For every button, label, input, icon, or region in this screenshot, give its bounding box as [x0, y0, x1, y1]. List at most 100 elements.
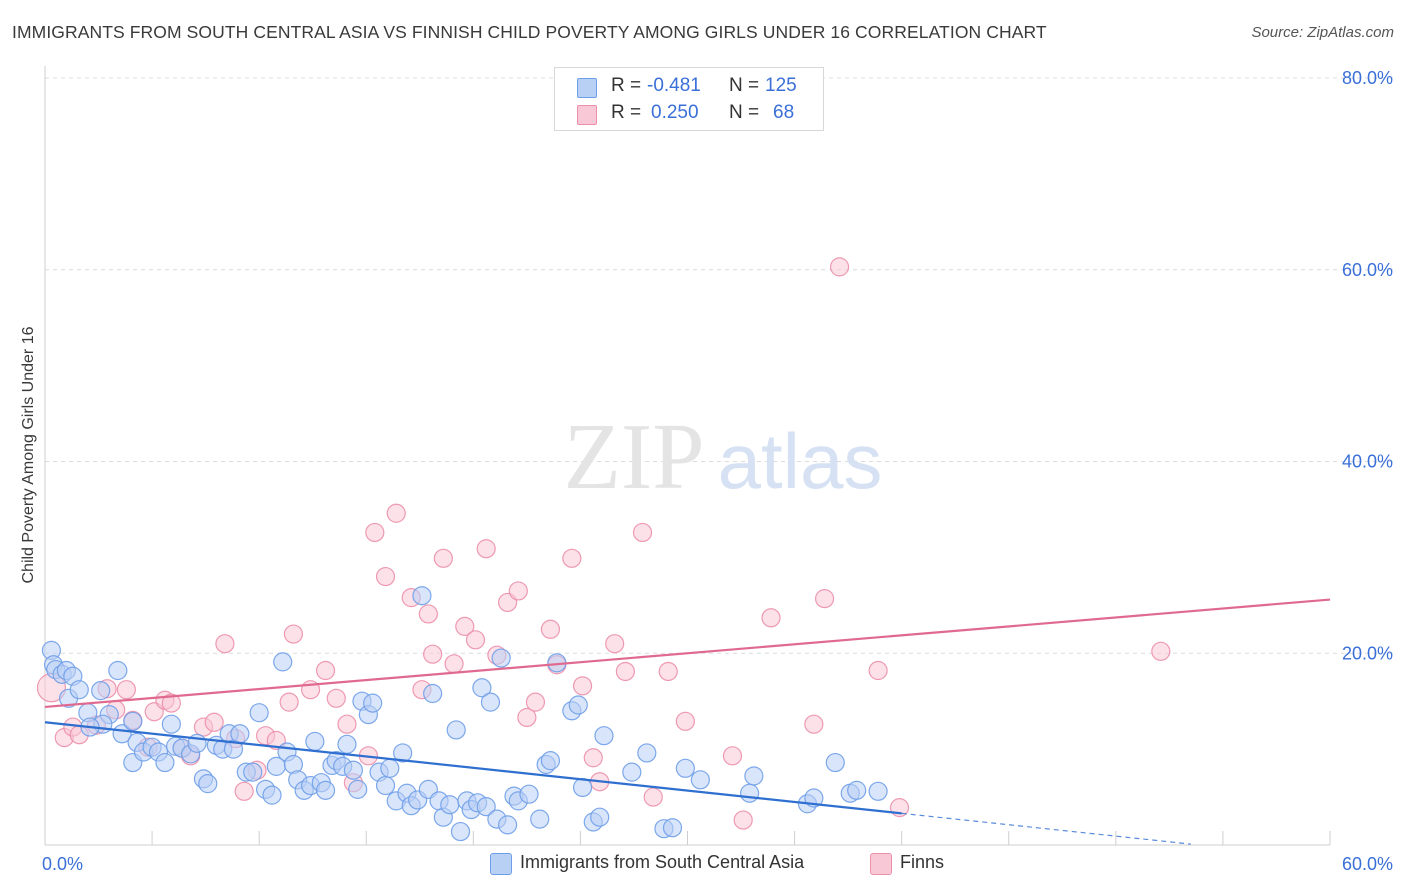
data-point [337, 734, 357, 754]
regression-line-blue [44, 721, 902, 815]
data-point [69, 680, 89, 700]
data-point [519, 784, 539, 804]
data-point [491, 648, 511, 668]
data-point [508, 581, 528, 601]
data-point [450, 821, 471, 842]
tick-labels: 20.0% 40.0% 60.0% 80.0% 0.0% 60.0% [42, 68, 1393, 874]
data-point [375, 566, 396, 587]
data-point [315, 660, 336, 681]
regression-line-pink [44, 598, 1331, 709]
y-axis-title: Child Poverty Among Girls Under 16 [20, 326, 37, 584]
y-tick-label: 60.0% [1342, 260, 1393, 280]
data-point [363, 693, 383, 713]
data-point [243, 762, 263, 782]
data-point [305, 731, 325, 752]
data-point [262, 785, 282, 805]
data-point [605, 634, 625, 654]
data-point [108, 660, 128, 681]
data-point [562, 548, 582, 568]
data-point [446, 720, 466, 740]
data-point [829, 257, 850, 277]
data-point [568, 695, 588, 715]
legend-n-label: N = [729, 102, 760, 123]
data-point [234, 781, 254, 801]
bottom-legend-label-blue: Immigrants from South Central Asia [520, 852, 805, 872]
data-point [540, 751, 561, 771]
data-point [386, 503, 406, 523]
legend-swatch-pink [577, 105, 597, 125]
data-point [476, 797, 496, 817]
data-point [337, 714, 357, 734]
data-point [662, 818, 683, 838]
data-point [348, 779, 368, 799]
data-point [423, 644, 443, 664]
data-point [380, 758, 400, 778]
data-point [594, 726, 614, 746]
data-point [418, 604, 438, 624]
legend-r-label: R = [611, 75, 642, 96]
correlation-legend: R = -0.481 N = 125 R = 0.250 N = 68 [554, 67, 824, 131]
data-point [123, 711, 143, 731]
data-point [365, 522, 385, 543]
series-south-central-asia-points [41, 586, 888, 842]
data-point [249, 703, 269, 723]
data-point [455, 616, 475, 637]
data-point [675, 758, 695, 778]
bottom-legend-swatch-pink [870, 853, 892, 875]
data-point [722, 746, 743, 766]
axes [44, 66, 1331, 846]
data-point [283, 624, 304, 644]
data-point [116, 680, 136, 700]
data-point [315, 780, 336, 800]
y-tick-label: 40.0% [1342, 452, 1393, 472]
data-point [343, 760, 363, 780]
data-point [590, 807, 610, 827]
data-point [643, 787, 663, 807]
x-tick-label: 0.0% [42, 854, 83, 874]
legend-r-value-blue: -0.481 [647, 75, 701, 96]
data-point [814, 589, 835, 609]
data-point [230, 724, 250, 744]
data-point [198, 774, 218, 794]
data-point [868, 781, 888, 801]
data-point [161, 693, 181, 713]
data-point [326, 688, 346, 708]
data-point [91, 681, 111, 701]
data-point [825, 752, 845, 773]
legend-r-value-pink: 0.250 [651, 102, 699, 123]
legend-n-value-blue: 125 [765, 75, 797, 96]
data-point [161, 714, 181, 734]
legend-r-label: R = [611, 102, 642, 123]
data-point [440, 795, 460, 815]
chart-title: IMMIGRANTS FROM SOUTH CENTRAL ASIA VS FI… [12, 22, 1047, 42]
watermark-zip: ZIP [564, 405, 705, 509]
data-point [868, 660, 888, 681]
data-point [472, 678, 492, 698]
data-point [480, 692, 501, 712]
data-point [761, 608, 781, 628]
data-point [572, 676, 593, 696]
legend-swatch-blue [577, 78, 597, 98]
data-point [433, 548, 453, 568]
data-point [622, 762, 642, 782]
data-point [637, 743, 657, 763]
data-point [204, 712, 224, 732]
data-point [498, 815, 518, 835]
data-point [465, 630, 486, 650]
data-point [375, 775, 396, 796]
data-point [847, 780, 867, 800]
x-tick-label: 60.0% [1342, 854, 1393, 874]
legend-n-value-pink: 68 [773, 102, 795, 123]
legend-n-label: N = [729, 75, 760, 96]
data-point [690, 770, 710, 790]
regression-extension-blue [901, 812, 1191, 845]
watermark: ZIP atlas [564, 405, 883, 509]
data-point [733, 810, 753, 830]
data-point [530, 809, 550, 829]
data-point [412, 586, 432, 606]
grid-lines [45, 77, 1395, 654]
watermark-atlas: atlas [718, 417, 883, 505]
data-point [476, 539, 496, 559]
bottom-legend-swatch-blue [490, 853, 512, 875]
data-point [658, 661, 678, 682]
